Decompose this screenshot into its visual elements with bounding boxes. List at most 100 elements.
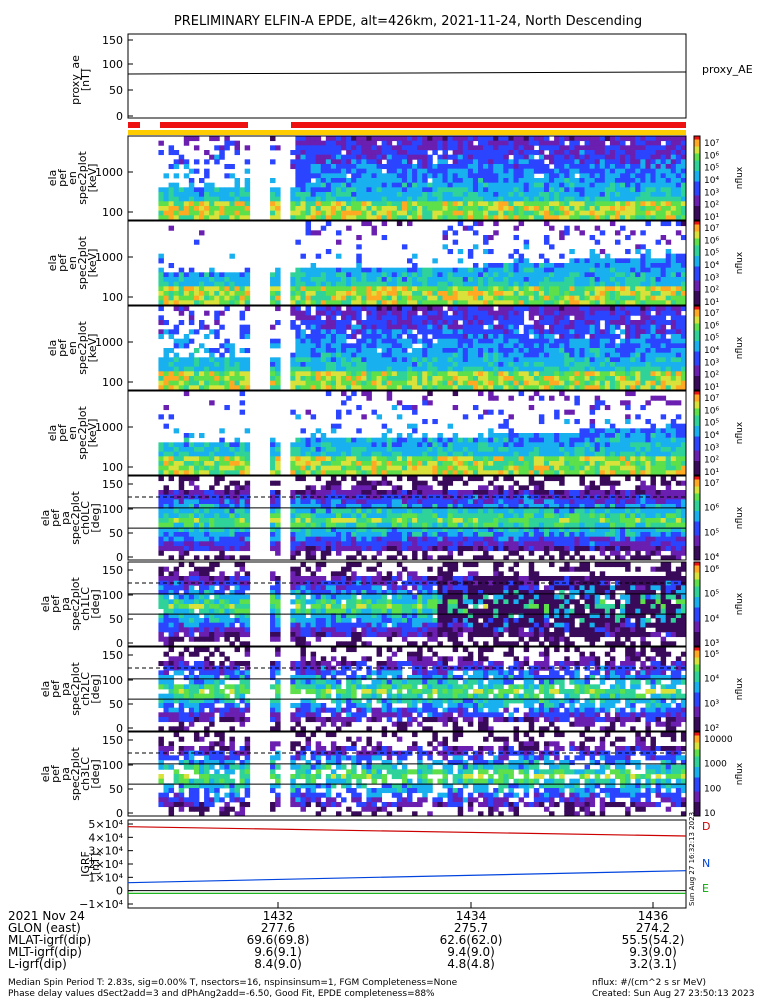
spectrogram-panel-5: 150100500elapefpaspec2plotch0LC[deg]10⁷1… xyxy=(39,475,745,564)
spectrogram-ylabel-line: ch3LC xyxy=(79,757,92,791)
colorbar-tick-label: 10⁴ xyxy=(704,553,719,563)
spectrogram-ylabel-line: pef xyxy=(49,594,62,613)
spectrogram-ylabel-line: spec2plot xyxy=(69,577,82,631)
spectrogram-ylabel-line: ela xyxy=(39,510,52,527)
igrf-tick-label: 5×10⁴ xyxy=(88,818,123,831)
footer-x-tick-label: 1434 xyxy=(456,909,487,923)
spectrogram-tick-label: 150 xyxy=(102,734,123,747)
spectrogram-ylabel-line: [keV] xyxy=(86,249,99,278)
colorbar: 10⁷ 10⁶ 10⁵ 10⁴ 10³ 10² 10¹ nflux xyxy=(693,390,745,478)
colorbar-tick-label: 10⁵ xyxy=(704,249,719,259)
spectrogram-ylabel-line: [deg] xyxy=(89,503,102,532)
proxy-ae-ylabel: proxy_ae[nT] xyxy=(69,55,92,105)
colorbar-tick-label: 10¹ xyxy=(704,468,719,478)
spectrogram-tick-label: 1000 xyxy=(95,251,123,264)
spectrogram-tick-label: 1000 xyxy=(95,166,123,179)
colorbar-tick-label: 10¹ xyxy=(704,383,719,393)
colorbar-label: nflux xyxy=(735,336,745,359)
footer-cell: 4.8(4.8) xyxy=(447,957,495,971)
igrf-tick-label: 2×10⁴ xyxy=(88,858,123,871)
proxy-ae-legend: proxy_AE xyxy=(702,63,753,76)
footer-row-label: L-igrf(dip) xyxy=(8,957,67,971)
status-red-segment xyxy=(291,122,686,128)
footer-row-label: 2021 Nov 24 xyxy=(8,909,85,923)
spectrogram-ylabel-line: ela xyxy=(39,596,52,613)
colorbar: 10000 1000 100 10 nflux xyxy=(693,731,745,819)
colorbar-tick-label: 10³ xyxy=(704,639,719,649)
colorbar-label: nflux xyxy=(735,762,745,785)
status-bars xyxy=(128,122,686,135)
spectrogram-ylabel-line: pef xyxy=(56,168,69,187)
spectrogram-ylabel-line: ela xyxy=(46,340,59,357)
footer-cell: 55.5(54.2) xyxy=(622,933,685,947)
colorbar-tick-label: 10² xyxy=(704,201,719,211)
spectrogram-ylabel-line: en xyxy=(66,341,79,355)
igrf-side-note: Sun Aug 27 16:32:13 2023 xyxy=(688,812,696,906)
proxy-ae-panel: 150 100 50 0 proxy_AE proxy_ae[nT] xyxy=(69,33,753,123)
spectrogram-ylabel-line: pef xyxy=(49,764,62,783)
colorbar-tick-label: 100 xyxy=(704,784,721,794)
spectrogram-ylabel-line: pa xyxy=(59,682,72,696)
proxy-ae-trace xyxy=(127,71,687,75)
colorbar-tick-label: 10⁶ xyxy=(704,565,719,575)
spectrogram-ylabel-line: spec2plot xyxy=(69,491,82,545)
colorbar-label: nflux xyxy=(735,592,745,615)
colorbar-tick-label: 10² xyxy=(704,456,719,466)
footer-cell: 8.4(9.0) xyxy=(254,957,302,971)
colorbar-tick-label: 10³ xyxy=(704,273,719,283)
colorbar-tick-label: 10⁵ xyxy=(704,590,719,600)
colorbar-tick-label: 10⁵ xyxy=(704,334,719,344)
status-red-segment xyxy=(128,122,140,128)
proxy-ae-tick-label: 150 xyxy=(102,34,123,47)
igrf-series-n xyxy=(127,870,687,884)
spectrogram-ylabel-line: ela xyxy=(46,255,59,272)
footer-cell: 277.6 xyxy=(261,921,295,935)
spectrogram-tick-label: 1000 xyxy=(95,421,123,434)
spectrogram-tick-label: 0 xyxy=(116,551,123,564)
colorbar-tick-label: 10⁷ xyxy=(704,309,719,319)
proxy-ae-ylabel-line: [nT] xyxy=(79,69,92,91)
colorbar-label: nflux xyxy=(735,421,745,444)
colorbar: 10⁷ 10⁶ 10⁵ 10⁴ 10³ 10² 10¹ nflux xyxy=(693,305,745,393)
colorbar-tick-label: 10⁶ xyxy=(704,406,719,416)
spectrogram-panel-2: 1000100elapefenspec2plot[keV]10⁷10⁶10⁵10… xyxy=(46,220,745,308)
colorbar: 10⁶ 10⁵ 10⁴ 10³ nflux xyxy=(693,561,745,649)
spectrogram-tick-label: 100 xyxy=(102,376,123,389)
colorbar-tick-label: 10⁶ xyxy=(704,151,719,161)
colorbar: 10⁷ 10⁶ 10⁵ 10⁴ 10³ 10² 10¹ nflux xyxy=(693,135,745,223)
colorbar: 10⁷ 10⁶ 10⁵ 10⁴ 10³ 10² 10¹ nflux xyxy=(693,220,745,308)
colorbar-tick-label: 10⁴ xyxy=(704,675,719,685)
spectrogram-ylabel-line: pef xyxy=(56,253,69,272)
spectrogram-tick-label: 100 xyxy=(102,291,123,304)
igrf-legend-d: D xyxy=(702,820,710,833)
colorbar-tick-label: 10² xyxy=(704,286,719,296)
proxy-ae-tick-label: 100 xyxy=(102,58,123,71)
colorbar: 10⁵ 10⁴ 10³ 10² nflux xyxy=(693,646,745,734)
footer-row-label: MLAT-igrf(dip) xyxy=(8,933,91,947)
colorbar-tick-label: 10⁴ xyxy=(704,431,719,441)
footer-cell: 275.7 xyxy=(454,921,488,935)
colorbar-tick-label: 10⁴ xyxy=(704,614,719,624)
spectrogram-tick-label: 150 xyxy=(102,564,123,577)
spectrogram-ylabel-line: [deg] xyxy=(89,674,102,703)
igrf-ylabel: IGRF[nT] xyxy=(79,851,102,877)
igrf-tick-label: 4×10⁴ xyxy=(88,831,123,844)
spectrogram-ylabel-line: pa xyxy=(59,767,72,781)
colorbar-tick-label: 10 xyxy=(704,809,716,819)
footer-cell: 9.4(9.0) xyxy=(447,945,495,959)
footer-cell: 3.2(3.1) xyxy=(629,957,677,971)
proxy-ae-ylabel-line: proxy_ae xyxy=(69,55,82,105)
spectrogram-ylabel-line: spec2plot xyxy=(69,747,82,801)
spectrogram-ylabel-line: ch2LC xyxy=(79,672,92,706)
colorbar-tick-label: 10⁴ xyxy=(704,346,719,356)
footer-cell: 69.6(69.8) xyxy=(247,933,310,947)
igrf-tick-label: 1×10⁴ xyxy=(88,871,123,884)
colorbar-label: nflux xyxy=(735,166,745,189)
spectrogram-tick-label: 0 xyxy=(116,807,123,820)
spectrogram-ylabel-line: spec2plot xyxy=(76,236,89,290)
colorbar-tick-label: 10⁵ xyxy=(704,164,719,174)
colorbar-tick-label: 10³ xyxy=(704,188,719,198)
spectrogram-ylabel-line: ela xyxy=(46,425,59,442)
